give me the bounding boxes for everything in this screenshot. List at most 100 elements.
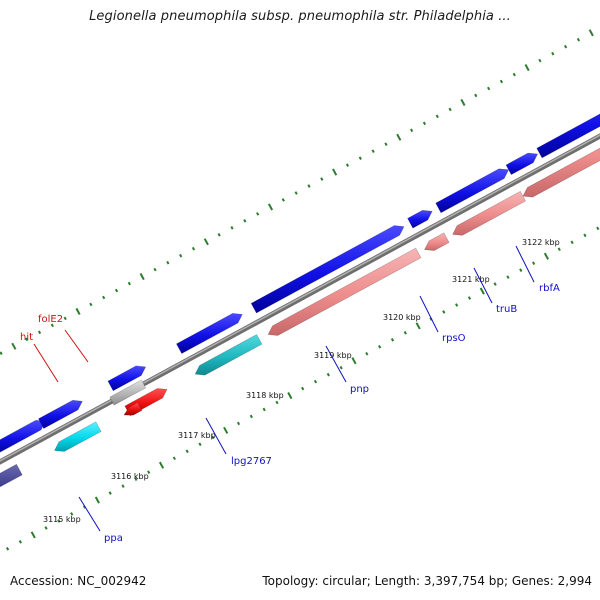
inner-tick-4 xyxy=(18,540,22,544)
gene-label-rpso[interactable]: rpsO xyxy=(442,333,466,344)
inner-tick-11 xyxy=(108,491,112,495)
outer-tick-46 xyxy=(474,93,478,98)
leader-pnp xyxy=(325,345,347,383)
outer-tick-26 xyxy=(217,232,221,237)
inner-tick-30 xyxy=(351,357,357,365)
gene-pink-trub[interactable] xyxy=(452,190,526,236)
gene-red-small[interactable] xyxy=(123,402,143,416)
inner-tick-37 xyxy=(442,310,446,314)
gene-pink-rbfa[interactable] xyxy=(522,108,600,198)
outer-tick-38 xyxy=(371,149,375,153)
gene-cyan-ppa[interactable] xyxy=(54,421,102,452)
inner-tick-32 xyxy=(378,344,382,349)
outer-tick-24 xyxy=(191,246,196,251)
gene-gray-hit[interactable] xyxy=(109,379,147,406)
gene-label-pnp[interactable]: pnp xyxy=(350,384,369,395)
outer-tick-21 xyxy=(153,267,157,272)
outer-tick-42 xyxy=(422,121,427,126)
outer-tick-39 xyxy=(384,142,388,147)
outer-tick-16 xyxy=(89,302,93,307)
inner-tick-41 xyxy=(493,282,497,286)
gene-pink-pnp[interactable] xyxy=(267,247,422,336)
gene-teal-lpg2767[interactable] xyxy=(194,334,263,376)
inner-tick-42 xyxy=(506,275,510,279)
inner-tick-29 xyxy=(339,365,343,370)
scale-label-3119: 3119 kbp xyxy=(314,351,352,360)
gene-label-rbfa[interactable]: rbfA xyxy=(539,283,560,294)
inner-tick-19 xyxy=(211,435,215,440)
inner-tick-16 xyxy=(172,456,176,461)
inner-tick-40 xyxy=(479,287,485,295)
outer-tick-33 xyxy=(307,184,311,188)
outer-tick-55 xyxy=(588,29,594,37)
inner-tick-20 xyxy=(223,426,229,434)
inner-tick-8 xyxy=(70,512,74,516)
outer-tick-18 xyxy=(114,288,119,293)
outer-tick-25 xyxy=(203,238,209,246)
gene-blue-lpg[interactable] xyxy=(176,313,243,354)
gene-navy-left[interactable] xyxy=(0,463,23,507)
outer-tick-44 xyxy=(448,107,452,112)
leader-hit xyxy=(33,343,59,383)
leader-trub xyxy=(473,267,493,304)
scale-labels: 3115 kbp 3116 kbp 3117 kbp 3118 kbp 3119… xyxy=(43,238,560,524)
outer-tick-15 xyxy=(75,307,81,315)
inner-tick-48 xyxy=(583,233,587,238)
outer-tick-43 xyxy=(435,114,439,119)
outer-tick-20 xyxy=(139,273,145,281)
inner-tick-44 xyxy=(532,261,536,265)
gene-label-leaders xyxy=(33,245,535,532)
outer-tick-54 xyxy=(576,37,581,42)
gene-blue-rbfa[interactable] xyxy=(536,85,600,159)
gene-blue-ppa[interactable] xyxy=(38,399,83,429)
gene-label-lpg2767[interactable]: lpg2767 xyxy=(231,456,272,467)
gene-blue-mid[interactable] xyxy=(505,152,539,176)
leader-lpg2767 xyxy=(205,417,227,455)
leader-fole2 xyxy=(64,329,89,363)
inner-tick-5 xyxy=(30,531,36,539)
gene-blue-rpso[interactable] xyxy=(407,209,433,229)
outer-tick-37 xyxy=(358,156,362,160)
genome-summary-text: Topology: circular; Length: 3,397,754 bp… xyxy=(262,574,592,588)
outer-tick-31 xyxy=(281,198,285,202)
outer-tick-41 xyxy=(410,128,414,133)
genome-backbone xyxy=(0,133,600,465)
outer-tick-52 xyxy=(551,51,555,56)
leader-rpso xyxy=(419,295,439,333)
outer-tick-12 xyxy=(37,330,42,335)
inner-tick-43 xyxy=(519,268,523,272)
gene-label-fole2[interactable]: folE2 xyxy=(38,314,63,325)
outer-tick-32 xyxy=(294,191,298,195)
gene-pink-rpso[interactable] xyxy=(424,232,450,251)
outer-tick-53 xyxy=(564,44,568,49)
inner-tick-10 xyxy=(94,496,100,504)
inner-tick-22 xyxy=(249,414,253,419)
leader-rbfa xyxy=(515,245,535,283)
gene-labels[interactable]: ppa lpg2767 pnp rpsO truB rbfA folE2 hit xyxy=(20,283,560,544)
outer-tick-51 xyxy=(538,58,542,63)
accession-text: Accession: NC_002942 xyxy=(10,574,147,588)
inner-tick-28 xyxy=(326,372,330,377)
gene-blue-pnp[interactable] xyxy=(250,225,405,314)
outer-tick-30 xyxy=(267,203,274,211)
inner-tick-49 xyxy=(596,226,600,231)
gene-label-ppa[interactable]: ppa xyxy=(104,533,123,544)
gene-blue-trub[interactable] xyxy=(435,168,510,214)
outer-tick-track xyxy=(0,29,594,356)
inner-tick-38 xyxy=(455,303,459,307)
gene-label-hit[interactable]: hit xyxy=(20,332,33,343)
outer-tick-28 xyxy=(243,219,247,223)
gene-blue-fole2[interactable] xyxy=(107,365,147,392)
inner-tick-35 xyxy=(415,322,421,330)
inner-tick-23 xyxy=(262,407,266,412)
inner-tick-7 xyxy=(57,519,61,523)
gene-track[interactable] xyxy=(0,85,600,507)
inner-tick-26 xyxy=(301,386,305,391)
inner-tick-31 xyxy=(365,351,369,356)
outer-tick-27 xyxy=(230,226,234,230)
gene-label-trub[interactable]: truB xyxy=(496,304,517,315)
backbone-line xyxy=(0,133,600,465)
inner-tick-47 xyxy=(570,240,574,245)
inner-tick-21 xyxy=(236,421,241,426)
